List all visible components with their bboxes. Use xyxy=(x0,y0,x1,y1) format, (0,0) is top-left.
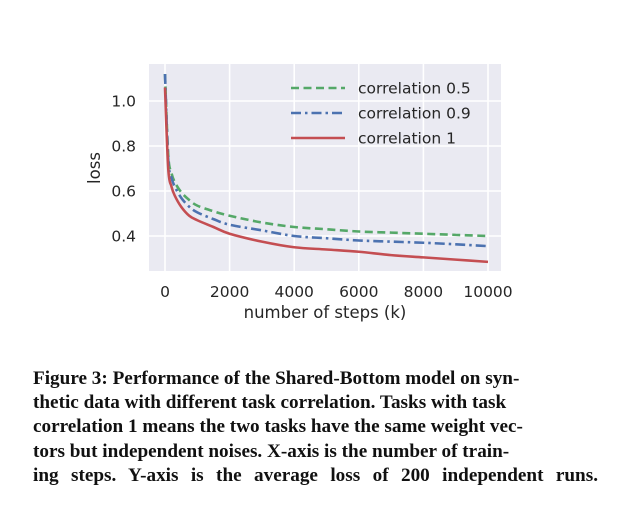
grid-lines xyxy=(149,64,501,271)
x-axis-label: number of steps (k) xyxy=(244,303,407,322)
y-tick-label: 0.4 xyxy=(111,228,136,246)
caption-line: correlation 1 means the two tasks have t… xyxy=(33,416,523,438)
figure-caption: Figure 3: Performance of the Shared-Bott… xyxy=(33,367,598,488)
legend-label: correlation 1 xyxy=(358,130,456,148)
legend-label: correlation 0.5 xyxy=(358,80,471,98)
y-axis-label: loss xyxy=(85,152,104,184)
x-tick-label: 4000 xyxy=(274,283,313,301)
series-line xyxy=(163,87,489,264)
y-tick-label: 0.6 xyxy=(111,183,136,201)
x-tick-label: 2000 xyxy=(210,283,249,301)
caption-line: thetic data with different task correlat… xyxy=(33,392,507,414)
x-tick-label: 0 xyxy=(160,283,170,301)
data-series xyxy=(163,73,489,264)
legend: correlation 0.5 correlation 0.9 correlatio… xyxy=(291,80,471,148)
y-tick-label: 1.0 xyxy=(111,93,136,111)
x-tick-label: 8000 xyxy=(404,283,443,301)
caption-line: tors but independent noises. X-axis is t… xyxy=(33,440,510,462)
x-tick-label: 6000 xyxy=(339,283,378,301)
caption-line: ing steps. Y-axis is the average loss of… xyxy=(33,464,598,486)
x-axis-ticks: 0 2000 4000 6000 8000 10000 xyxy=(160,283,513,301)
legend-label: correlation 0.9 xyxy=(358,105,471,123)
caption-line: Figure 3: Performance of the Shared-Bott… xyxy=(33,368,520,389)
y-axis-ticks: 0.4 0.6 0.8 1.0 xyxy=(111,93,136,246)
line-chart: 0 2000 4000 6000 8000 10000 0.4 0.6 0.8 1.0 numb… xyxy=(85,64,513,322)
x-tick-label: 10000 xyxy=(463,283,512,301)
y-tick-label: 0.8 xyxy=(111,138,136,156)
series-line xyxy=(163,73,489,248)
